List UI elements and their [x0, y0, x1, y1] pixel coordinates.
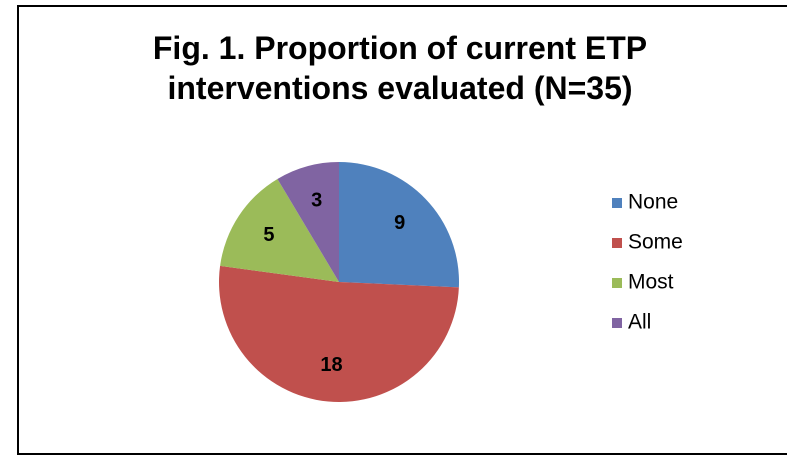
- legend-label: Some: [628, 231, 683, 254]
- legend-swatch: [612, 278, 622, 288]
- legend-label: None: [628, 191, 678, 214]
- legend-label: All: [628, 311, 651, 334]
- pie-slice: [220, 178, 339, 282]
- data-label: 3: [311, 189, 322, 211]
- pie-slice: [219, 265, 459, 402]
- pie-slice: [339, 162, 459, 288]
- data-label: 9: [394, 212, 405, 234]
- legend-label: Most: [628, 271, 674, 294]
- data-label: 18: [320, 354, 342, 376]
- legend-swatch: [612, 238, 622, 248]
- legend-swatch: [612, 198, 622, 208]
- data-label: 5: [263, 224, 274, 246]
- pie-slice: [277, 162, 339, 282]
- legend-swatch: [612, 318, 622, 328]
- chart-title: Fig. 1. Proportion of current ETP interv…: [152, 30, 648, 106]
